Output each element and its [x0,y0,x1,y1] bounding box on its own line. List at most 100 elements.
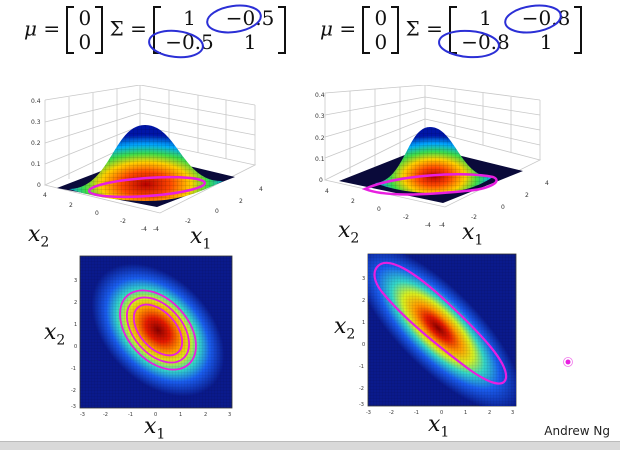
tick-label: -1 [359,364,364,370]
annotation-circle [148,29,204,59]
sigma-symbol: Σ [109,16,124,41]
sigma-symbol: Σ [405,16,420,41]
contour-line [126,296,190,364]
tick-label: -3 [359,402,364,408]
mu-entry: 0 [78,30,92,54]
tick-label: 3 [511,410,514,416]
sigma-entry: 1 [539,30,553,54]
sigma-entry: 1 [243,30,257,54]
z-tick: 0.3 [31,119,41,126]
x-tick: 4 [325,188,329,195]
tick-label: 3 [74,278,77,284]
left-formula: μ = 0 0 Σ = 1 −0.5 −0.5 1 [24,6,287,54]
axis-label-x1: x1 [462,220,484,249]
right-heatmap: 3 2 1 0 -1 -2 -3 -3 -2 -1 0 1 2 3 [359,253,517,416]
sigma-entry: −0.8 [521,6,571,30]
x-tick: -4 [141,226,147,233]
equals-sign: = [130,16,147,41]
z-tick: 0.3 [315,113,325,120]
x-tick: -2 [403,214,409,221]
right-surface-plot: 0.4 0.3 0.2 0.1 0 4 2 0 -2 -4 -4 -2 0 2 … [315,85,549,229]
author-credit: Andrew Ng [544,424,610,438]
z-tick: 0 [319,177,323,184]
tick-label: -2 [359,386,364,392]
tick-label: -3 [80,412,85,418]
x-tick: 0 [95,210,99,217]
axis-label-x1: x1 [190,224,212,253]
x-tick: 0 [377,206,381,213]
y-tick: 0 [215,208,219,215]
y-tick: 0 [501,204,505,211]
annotation-circle [206,4,262,34]
z-tick: 0.4 [315,92,325,99]
tick-label: 0 [362,342,365,348]
tick-label: 1 [464,410,467,416]
contour-line [87,175,207,199]
x-tick: 2 [69,202,73,209]
axis-label-x2: x2 [28,222,50,251]
tick-label: 2 [74,300,77,306]
equals-sign: = [339,16,357,41]
tick-label: -2 [389,410,394,416]
contour-line [132,303,184,357]
tick-label: -1 [71,366,76,372]
tick-label: 1 [179,412,182,418]
left-surface-plot: 0.4 0.3 0.2 0.1 0 4 2 0 -2 -4 -4 -2 0 2 … [31,85,263,233]
mu-symbol: μ [24,16,37,41]
mu-vector: 0 0 [66,6,103,54]
x-tick: -4 [425,222,431,229]
tick-label: 3 [228,412,231,418]
tick-label: 0 [74,344,77,350]
z-tick: 0.2 [315,135,325,142]
axis-label-x1: x1 [428,412,450,441]
equals-sign: = [426,16,443,41]
z-tick: 0.4 [31,98,41,105]
y-tick: -4 [153,226,159,233]
slide-bottom-bar [0,441,620,450]
mu-entry: 0 [374,6,388,30]
axis-label-x2: x2 [44,320,66,349]
contour-line [361,173,498,196]
y-tick: 4 [545,180,549,187]
sigma-entry: 1 [479,6,492,30]
axis-label-x2: x2 [338,218,360,247]
x-tick: 2 [351,198,355,205]
tick-label: 0 [440,410,443,416]
tick-label: -1 [128,412,133,418]
contour-line [373,261,508,385]
tick-label: -3 [366,410,371,416]
sigma-matrix: 1 −0.5 −0.5 1 [153,6,287,54]
sigma-entry: 1 [183,6,196,30]
tick-label: 3 [362,276,365,282]
tick-label: 2 [204,412,207,418]
mu-symbol: μ [320,16,333,41]
axis-label-x2: x2 [334,314,356,343]
tick-label: 2 [362,298,365,304]
y-tick: -4 [439,222,445,229]
y-tick: 4 [259,186,263,193]
tick-label: 0 [154,412,157,418]
tick-label: 1 [74,322,77,328]
annotation-circle [438,29,500,59]
sigma-matrix: 1 −0.8 −0.8 1 [449,6,583,54]
tick-label: 2 [488,410,491,416]
sigma-entry: −0.5 [225,6,275,30]
x-tick: 4 [43,192,47,199]
contour-line [119,289,197,371]
tick-label: 1 [362,320,365,326]
pen-cursor-icon [563,357,573,367]
annotation-circle [504,4,562,34]
z-tick: 0.1 [31,161,41,168]
mu-entry: 0 [78,6,92,30]
z-tick: 0.2 [31,140,41,147]
tick-label: -3 [71,404,76,410]
y-tick: 2 [239,198,243,205]
right-formula: μ = 0 0 Σ = 1 −0.8 −0.8 1 [320,6,583,54]
y-tick: -2 [471,214,477,221]
tick-label: -2 [71,388,76,394]
z-tick: 0 [37,182,41,189]
x-tick: -2 [120,218,126,225]
left-heatmap: 3 2 1 0 -1 -2 -3 -3 -2 -1 0 1 2 3 [71,255,233,418]
mu-entry: 0 [374,30,388,54]
annotation-overlay [148,4,562,59]
